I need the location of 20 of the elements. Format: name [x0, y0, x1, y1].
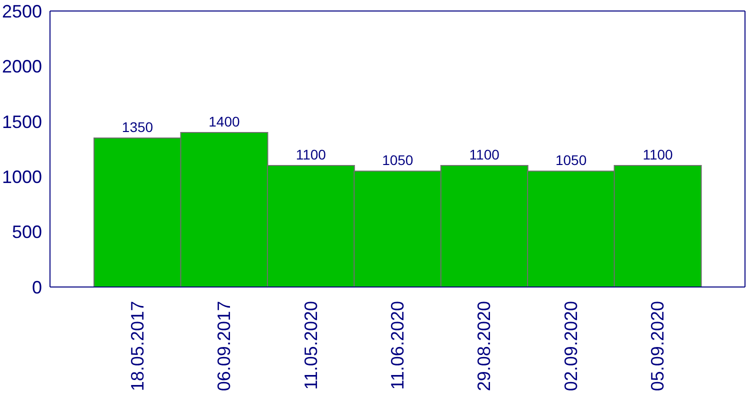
y-tick-label: 2000	[2, 56, 42, 77]
y-tick-label: 1000	[2, 166, 42, 187]
y-tick-label: 1500	[2, 112, 42, 132]
data-label: 1050	[382, 152, 414, 168]
x-tick-label: 02.09.2020	[560, 301, 581, 392]
data-label: 1050	[555, 152, 587, 168]
data-label: 1400	[208, 113, 240, 130]
data-label: 1100	[642, 146, 674, 163]
y-tick-label: 500	[12, 222, 42, 242]
x-tick-label: 11.05.2020	[300, 301, 321, 390]
data-label: 1350	[122, 118, 154, 135]
y-tick-label: 2500	[2, 1, 42, 22]
x-tick-label: 11.06.2020	[388, 301, 408, 390]
y-tick-label: 0	[32, 277, 42, 298]
x-tick-label: 18.05.2017	[127, 301, 148, 392]
x-tick-label: 05.09.2020	[648, 301, 668, 392]
data-label: 1100	[469, 146, 500, 163]
x-tick-label: 29.08.2020	[474, 301, 494, 392]
data-label: 1100	[296, 146, 326, 163]
x-tick-label: 06.09.2017	[214, 301, 234, 392]
